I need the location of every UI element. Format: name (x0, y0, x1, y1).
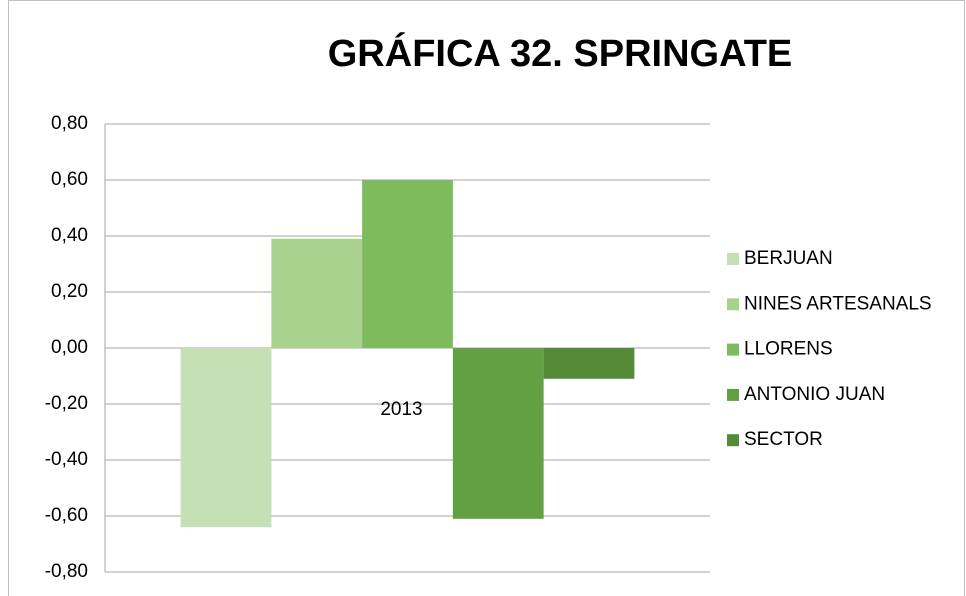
y-tick-label: 0,80 (51, 113, 88, 134)
bar (271, 238, 363, 348)
y-tick-label: -0,40 (45, 449, 88, 470)
legend-label: NINES ARTESANALS (744, 293, 932, 314)
legend-swatch (727, 253, 739, 265)
x-tick-label: 2013 (380, 399, 422, 420)
legend-label: SECTOR (744, 429, 823, 450)
y-tick-label: -0,80 (45, 561, 88, 582)
y-tick-label: -0,60 (45, 505, 88, 526)
legend-swatch (727, 434, 739, 447)
legend-swatch (727, 298, 739, 311)
bar (543, 348, 635, 379)
chart-title: GRÁFICA 32. SPRINGATE (328, 31, 793, 75)
y-tick-label: 0,40 (51, 225, 88, 246)
y-tick-label: 0,60 (51, 169, 88, 190)
legend-label: ANTONIO JUAN (744, 384, 885, 405)
legend-label: LLORENS (744, 339, 833, 360)
y-tick-label: 0,00 (51, 337, 88, 358)
y-tick-label: 0,20 (51, 281, 88, 302)
legend-label: BERJUAN (744, 248, 833, 269)
bar (452, 348, 544, 519)
bar (180, 348, 272, 528)
y-tick-label: -0,20 (45, 393, 88, 414)
bar (362, 180, 453, 348)
legend-swatch (727, 343, 739, 356)
legend-swatch (727, 388, 739, 401)
